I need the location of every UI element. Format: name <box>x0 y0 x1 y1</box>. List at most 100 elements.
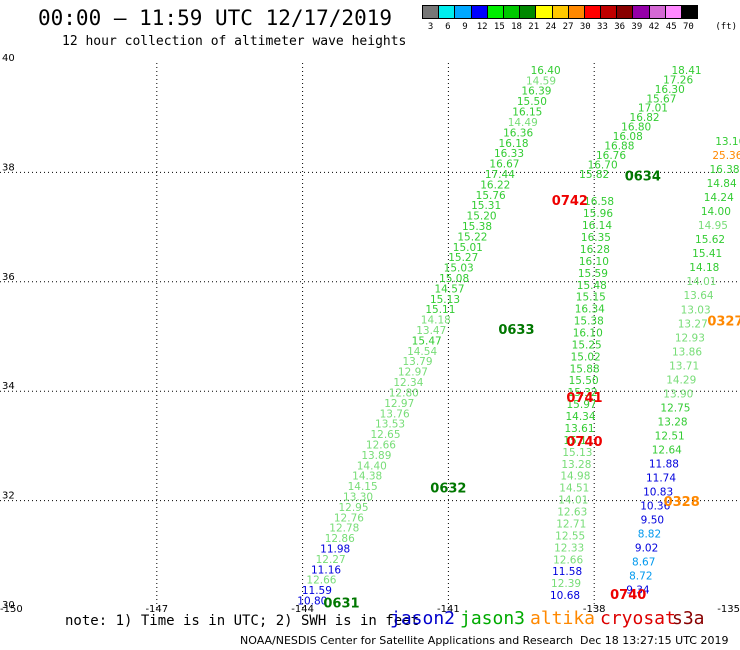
legend-label: 21 <box>528 22 540 32</box>
swh-value: 13.79 <box>402 356 432 368</box>
swh-value: 12.80 <box>389 387 419 399</box>
pass-time-label: 0741 <box>566 391 602 406</box>
satellite-jason2: jason2 <box>390 608 456 629</box>
legend-label: 42 <box>648 22 660 32</box>
swh-value: 14.59 <box>526 75 556 87</box>
y-tick-label: 32 <box>2 491 15 502</box>
swh-value: 15.31 <box>471 200 501 212</box>
swh-value: 14.34 <box>565 411 595 423</box>
swh-value: 25.36 <box>712 150 740 162</box>
swh-value: 16.10 <box>579 256 609 268</box>
swh-value: 16.76 <box>596 150 626 162</box>
satellite-cryosat: cryosat <box>600 608 676 629</box>
swh-value: 14.38 <box>352 471 382 483</box>
swh-value: 13.90 <box>663 388 693 400</box>
swh-value: 14.54 <box>407 346 437 358</box>
swh-value: 15.08 <box>439 273 469 285</box>
swh-value: 16.15 <box>512 107 542 119</box>
swh-value: 12.51 <box>655 430 685 442</box>
pass-time-label: 0742 <box>552 194 588 209</box>
swh-value: 15.13 <box>430 294 460 306</box>
color-legend: 3 6 9 12 15 18 21 24 27 30 33 36 39 42 45 70 (ft) <box>422 5 738 32</box>
swh-value: 12.66 <box>366 439 396 451</box>
swh-value: 13.61 <box>564 423 594 435</box>
pass-time-label: 0327 <box>707 315 740 330</box>
swh-value: 14.18 <box>421 315 451 327</box>
swh-value: 13.28 <box>658 416 688 428</box>
swh-value: 8.72 <box>629 571 652 583</box>
swh-value: 15.03 <box>444 263 474 275</box>
pass-time-label: 0633 <box>498 323 534 338</box>
swh-value: 15.41 <box>692 248 722 260</box>
swh-value: 14.95 <box>698 220 728 232</box>
swh-value: 16.88 <box>604 141 634 153</box>
swh-value: 12.66 <box>306 575 336 587</box>
swh-value: 15.82 <box>579 169 609 181</box>
swh-value: 14.29 <box>666 374 696 386</box>
footer-timestamp: Dec 18 13:27:15 UTC 2019 <box>580 634 729 647</box>
swh-value: 10.36 <box>640 500 670 512</box>
x-tick-label: -135 <box>717 604 740 615</box>
swh-value: 12.86 <box>325 533 355 545</box>
swh-value: 11.74 <box>646 472 676 484</box>
swh-value: 12.64 <box>652 444 682 456</box>
swh-value: 16.70 <box>588 159 618 171</box>
swh-value: 15.38 <box>462 221 492 233</box>
x-tick-label: -144 <box>291 604 314 615</box>
swh-value: 12.55 <box>555 530 585 542</box>
swh-value: 14.15 <box>348 481 378 493</box>
swh-value: 15.32 <box>568 387 598 399</box>
swh-value: 15.27 <box>448 252 478 264</box>
y-tick-label: 36 <box>2 272 15 283</box>
swh-value: 15.50 <box>517 96 547 108</box>
pass-time-label: 0631 <box>323 596 359 611</box>
swh-value: 17.01 <box>638 103 668 115</box>
swh-value: 14.24 <box>704 192 734 204</box>
legend-label: 39 <box>631 22 643 32</box>
swh-value: 15.67 <box>646 93 676 105</box>
satellite-jason3: jason3 <box>460 608 526 629</box>
swh-value: 17.44 <box>485 169 515 181</box>
swh-value: 11.58 <box>552 566 582 578</box>
swh-value: 16.34 <box>575 304 605 316</box>
swh-value: 15.47 <box>412 335 442 347</box>
swh-value: 12.76 <box>334 512 364 524</box>
legend-labels: 3 6 9 12 15 18 21 24 27 30 33 36 39 42 45 70 (ft) <box>422 19 738 32</box>
pass-time-label: 0632 <box>430 481 466 496</box>
legend-label: 3 <box>427 22 434 32</box>
swh-value: 16.33 <box>494 148 524 160</box>
swh-value: 13.86 <box>672 346 702 358</box>
swh-value: 11.98 <box>320 544 350 556</box>
swh-value: 16.67 <box>489 159 519 171</box>
swh-value: 14.98 <box>560 471 590 483</box>
swh-value: 12.71 <box>556 518 586 530</box>
swh-value: 14.01 <box>558 495 588 507</box>
swh-value: 17.26 <box>663 74 693 86</box>
swh-value: 13.47 <box>416 325 446 337</box>
swh-value: 13.89 <box>361 450 391 462</box>
swh-value: 16.30 <box>655 84 685 96</box>
swh-value: 11.16 <box>311 564 341 576</box>
legend-label: 24 <box>545 22 557 32</box>
swh-value: 12.39 <box>551 578 581 590</box>
swh-value: 10.80 <box>297 596 327 608</box>
swh-value: 15.15 <box>576 292 606 304</box>
swh-value: 18.41 <box>672 65 702 77</box>
pass-time-label: 0740 <box>610 588 646 603</box>
legend-label: 36 <box>614 22 626 32</box>
swh-value: 9.50 <box>641 515 664 527</box>
pass-time-label: 0634 <box>625 170 661 185</box>
swh-value: 16.10 <box>573 328 603 340</box>
satellite-altika: altika <box>530 608 596 629</box>
swh-value: 13.71 <box>669 360 699 372</box>
swh-value: 15.20 <box>467 211 497 223</box>
swh-value: 13.16 <box>715 136 740 148</box>
swh-value: 12.95 <box>338 502 368 514</box>
swh-value: 15.13 <box>562 447 592 459</box>
swh-value: 15.02 <box>571 351 601 363</box>
swh-value: 16.22 <box>480 179 510 191</box>
swh-value: 12.34 <box>393 377 423 389</box>
swh-value: 13.28 <box>561 459 591 471</box>
swh-value: 12.33 <box>554 542 584 554</box>
